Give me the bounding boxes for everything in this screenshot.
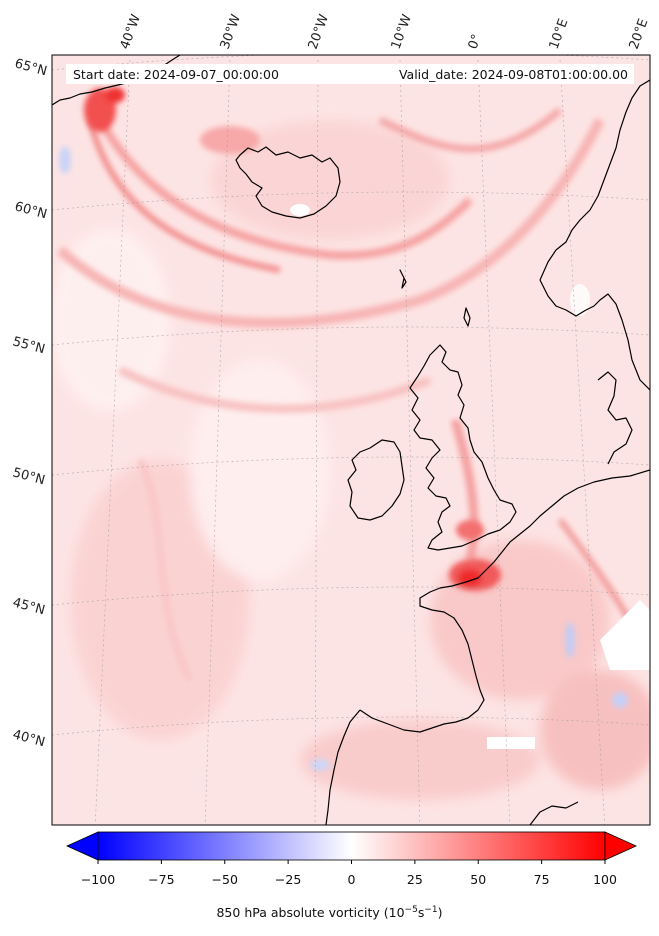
denmark-coast (597, 371, 633, 465)
colorbar-tick-label: 100 (593, 872, 617, 887)
ireland-coast (347, 439, 405, 521)
colorbar-tick-label: −25 (275, 872, 301, 887)
coastlines (52, 55, 650, 825)
lon-label: 10°W (389, 12, 415, 51)
start-date-label: Start date: 2024-09-07_00:00:00 (73, 67, 279, 82)
map-frame (51, 54, 651, 826)
colorbar-gradient (97, 831, 606, 861)
lon-label: 10°E (547, 17, 572, 52)
colorbar-tick-label: 50 (470, 872, 486, 887)
lat-label: 50°N (11, 465, 47, 488)
colorbar-tick-label: −75 (148, 872, 174, 887)
latitude-labels: 65°N 60°N 55°N 50°N 45°N 40°N (11, 56, 49, 750)
faroe-islands (399, 269, 407, 289)
negative-vorticity-patches (59, 146, 628, 771)
colorbar-min-extend (66, 831, 99, 861)
low-vorticity-patches (290, 204, 650, 749)
norway-coast (539, 79, 650, 281)
lat-label: 55°N (11, 334, 47, 357)
colorbar: −100 −75 −50 −25 0 25 50 75 100 (66, 831, 637, 887)
lat-label: 45°N (11, 595, 47, 618)
lat-label: 65°N (13, 56, 49, 79)
graticule-lines (52, 55, 650, 825)
colorbar-max-extend (604, 831, 637, 861)
colorbar-tick-label: 0 (348, 872, 356, 887)
scandinavia-south-coast (539, 279, 650, 391)
iberia-coast (325, 709, 433, 825)
lon-label: 20°E (627, 17, 652, 52)
map-panel (52, 55, 650, 825)
colorbar-ticks: −100 −75 −50 −25 0 25 50 75 100 (81, 860, 617, 887)
lon-label: 0° (466, 32, 485, 51)
colorbar-title: 850 hPa absolute vorticity (10−5s−1) (216, 905, 443, 921)
lon-label: 20°W (306, 12, 332, 51)
colorbar-tick-label: −100 (81, 872, 115, 887)
colorbar-tick-label: 75 (534, 872, 550, 887)
lon-label: 30°W (218, 12, 244, 51)
lat-label: 60°N (13, 199, 49, 222)
longitude-labels: 40°W 30°W 20°W 10°W 0° 10°E 20°E (118, 12, 652, 51)
colorbar-tick-label: 25 (407, 872, 423, 887)
mediterranean-coast (529, 801, 579, 825)
lat-label: 40°N (11, 727, 47, 750)
vorticity-bands (56, 107, 643, 682)
shetland-islands (463, 307, 471, 327)
colorbar-tick-label: −50 (212, 872, 238, 887)
header-box (66, 64, 634, 84)
lon-label: 40°W (118, 12, 144, 51)
iceland-coast (235, 146, 341, 219)
valid-date-label: Valid_date: 2024-09-08T01:00:00.00 (399, 67, 628, 82)
great-britain-coast (409, 344, 517, 551)
continental-coast (419, 469, 650, 729)
